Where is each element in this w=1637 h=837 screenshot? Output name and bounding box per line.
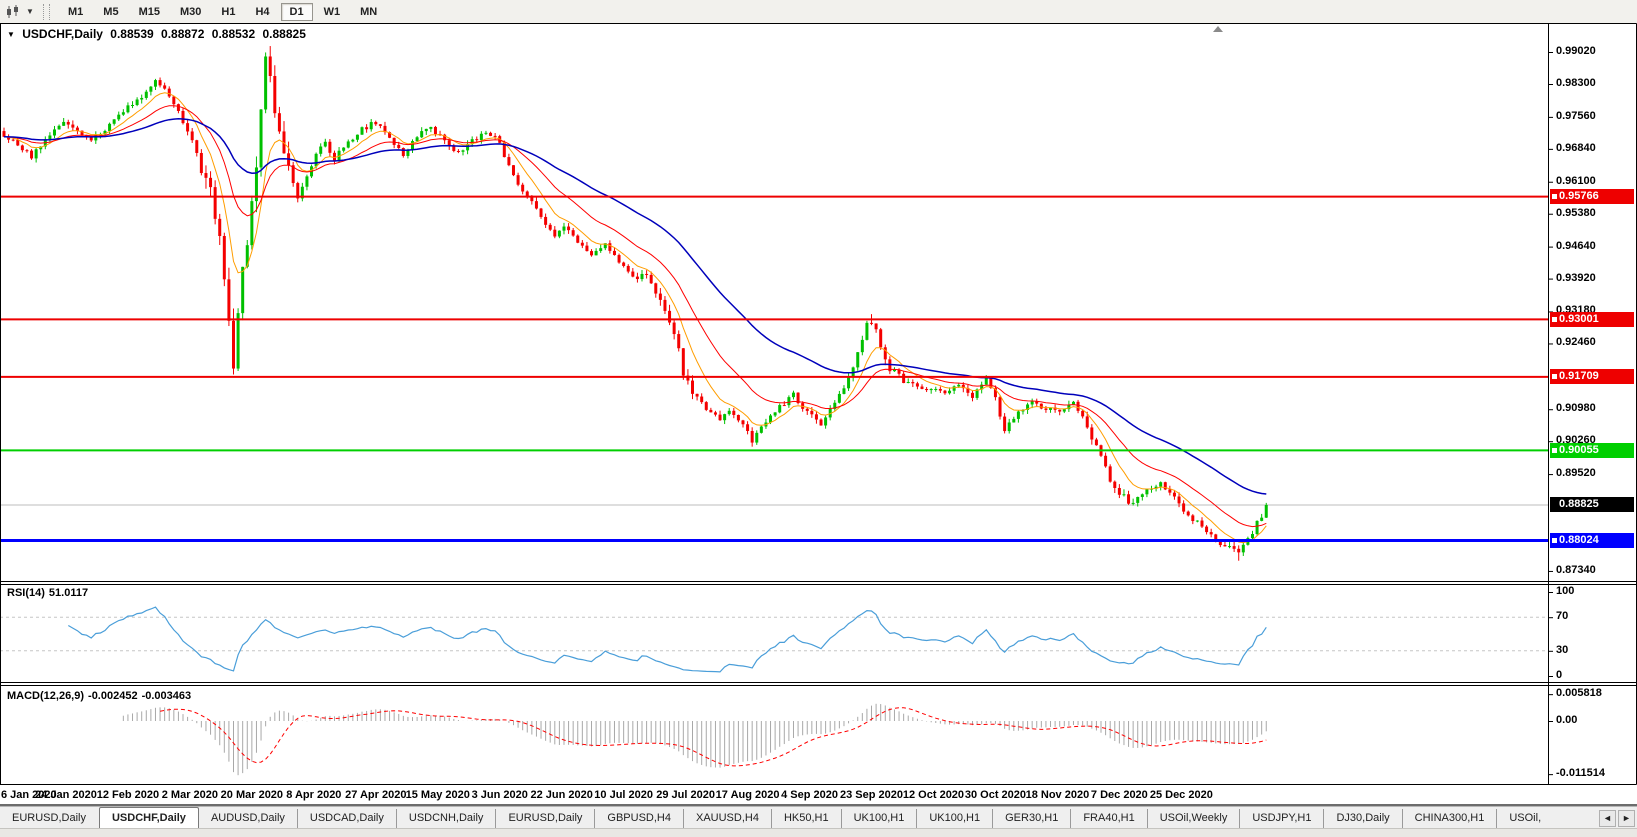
toolbar-grip[interactable] — [43, 3, 50, 20]
date-tick: 10 Jul 2020 — [594, 789, 653, 801]
indicator-tick: 30 — [1556, 643, 1569, 656]
chart-tab-usoil-17[interactable]: USOil, — [1496, 809, 1553, 828]
chart-canvas[interactable] — [0, 0, 1637, 802]
price-tick: 0.94640 — [1556, 239, 1596, 252]
chart-tab-china300-h1-16[interactable]: CHINA300,H1 — [1401, 809, 1497, 828]
ohlc-open: 0.88539 — [110, 27, 154, 41]
timeframe-button-d1[interactable]: D1 — [280, 2, 313, 21]
chart-type-dropdown-caret-icon[interactable]: ▼ — [26, 7, 34, 16]
timeframe-button-w1[interactable]: W1 — [323, 5, 341, 18]
chart-tab-usdcad-daily-3[interactable]: USDCAD,Daily — [296, 809, 396, 828]
price-tick: 0.96840 — [1556, 141, 1596, 154]
chart-tab-usdcnh-daily-4[interactable]: USDCNH,Daily — [395, 809, 496, 828]
chart-title: ▼ USDCHF,Daily 0.88539 0.88872 0.88532 0… — [7, 27, 310, 41]
timeframe-button-m1[interactable]: M1 — [68, 5, 84, 18]
hline-price-label: 0.88024 — [1550, 533, 1634, 549]
date-tick: 24 Jan 2020 — [35, 789, 97, 801]
price-tick: 0.99020 — [1556, 45, 1596, 57]
date-tick: 6 Jan 2020 — [1, 789, 57, 801]
indicator-tick: 0.005818 — [1556, 687, 1602, 700]
chart-tabs: EURUSD,Daily USDCHF,Daily AUDUSD,Daily USDC… — [0, 806, 1637, 828]
date-tick: 30 Oct 2020 — [964, 789, 1027, 801]
tab-scrollbar[interactable] — [0, 828, 1637, 837]
date-tick: 2 Mar 2020 — [161, 789, 219, 801]
date-tick: 29 Jul 2020 — [656, 789, 715, 801]
price-tick: 0.87340 — [1556, 563, 1596, 576]
date-tick: 22 Jun 2020 — [530, 789, 593, 801]
date-tick: 3 Jun 2020 — [471, 789, 528, 801]
chart-tab-uk100-h1-10[interactable]: UK100,H1 — [916, 809, 992, 828]
chart-tab-hk50-h1-8[interactable]: HK50,H1 — [770, 809, 841, 828]
chart-tab-gbpusd-h4-6[interactable]: GBPUSD,H4 — [594, 809, 683, 828]
ohlc-high: 0.88872 — [161, 27, 205, 41]
mdi-divider — [0, 803, 1637, 806]
tab-scroll-arrows: ◄ ► — [1597, 810, 1635, 827]
tab-scroll-right-icon[interactable]: ► — [1618, 810, 1635, 827]
date-tick: 8 Apr 2020 — [286, 789, 342, 801]
timeframe-button-m5[interactable]: M5 — [103, 5, 119, 18]
hline-price-label: 0.91709 — [1550, 369, 1634, 385]
chart-symbol: USDCHF,Daily — [22, 27, 103, 41]
timeframe-button-h4[interactable]: H4 — [255, 5, 270, 18]
price-tick: 0.98300 — [1556, 76, 1596, 89]
chart-shift-marker-icon[interactable] — [1213, 26, 1223, 32]
date-tick: 27 Apr 2020 — [345, 789, 407, 801]
date-tick: 20 Mar 2020 — [220, 789, 284, 801]
timeframe-button-mn[interactable]: MN — [360, 5, 378, 18]
price-tick: 0.95380 — [1556, 206, 1596, 219]
date-tick: 12 Feb 2020 — [96, 789, 160, 801]
chart-tab-ger30-h1-11[interactable]: GER30,H1 — [992, 809, 1070, 828]
ohlc-close: 0.88825 — [262, 27, 306, 41]
indicator-tick: 70 — [1556, 610, 1569, 623]
chart-tab-dj30-daily-15[interactable]: DJ30,Daily — [1323, 809, 1401, 828]
price-tick: 0.97560 — [1556, 109, 1596, 122]
price-tick: 0.92460 — [1556, 336, 1596, 349]
date-tick: 7 Dec 2020 — [1090, 789, 1148, 801]
date-tick: 4 Sep 2020 — [781, 789, 838, 801]
chart-tab-eurusd-daily-0[interactable]: EURUSD,Daily — [12, 812, 86, 824]
timeframe-button-m30[interactable]: M30 — [179, 5, 202, 18]
price-tick: 0.89520 — [1556, 467, 1596, 480]
indicator-tick: 100 — [1556, 585, 1575, 597]
rsi-value: 51.0117 — [48, 587, 89, 599]
chart-tab-uk100-h1-9[interactable]: UK100,H1 — [840, 809, 917, 828]
chart-tab-usdchf-daily-1[interactable]: USDCHF,Daily — [98, 807, 199, 828]
chart-type-icon[interactable] — [3, 3, 23, 21]
tab-scroll-left-icon[interactable]: ◄ — [1599, 810, 1616, 827]
timeframe-button-h1[interactable]: H1 — [221, 5, 236, 18]
quick-menu-caret-icon[interactable]: ▼ — [7, 30, 15, 39]
date-tick: 17 Aug 2020 — [715, 789, 780, 801]
ohlc-low: 0.88532 — [211, 27, 256, 41]
macd-signal-value: -0.003463 — [141, 690, 192, 702]
chart-tab-eurusd-daily-5[interactable]: EURUSD,Daily — [495, 809, 594, 828]
chart-tab-fra40-h1-12[interactable]: FRA40,H1 — [1070, 809, 1146, 828]
chart-tab-audusd-daily-2[interactable]: AUDUSD,Daily — [210, 812, 285, 824]
date-tick: 12 Oct 2020 — [902, 789, 965, 801]
indicator-tick: -0.011514 — [1556, 767, 1605, 780]
chart-tab-xauusd-h4-7[interactable]: XAUUSD,H4 — [682, 809, 771, 828]
date-tick: 18 Nov 2020 — [1025, 789, 1090, 801]
hline-price-label: 0.95766 — [1550, 189, 1634, 205]
macd-label: MACD(12,26,9) -0.002452 -0.003463 — [7, 690, 192, 702]
price-tick: 0.90980 — [1556, 402, 1596, 415]
hline-price-label: 0.90055 — [1550, 442, 1634, 458]
chart-tab-usoil-weekly-13[interactable]: USOil,Weekly — [1146, 809, 1240, 828]
date-tick: 25 Dec 2020 — [1149, 789, 1213, 801]
date-tick: 15 May 2020 — [405, 789, 470, 801]
macd-main-value: -0.002452 — [88, 690, 138, 702]
indicator-tick: 0.00 — [1556, 714, 1578, 726]
timeframe-buttons: M1 M5 M15 M30 H1 H4 D1 W1 MN — [58, 2, 387, 21]
rsi-label: RSI(14) 51.0117 — [7, 587, 89, 599]
hline-price-label: 0.93001 — [1550, 311, 1634, 327]
price-tick: 0.93920 — [1556, 271, 1596, 284]
timeframe-button-m15[interactable]: M15 — [138, 5, 160, 18]
indicator-tick: 0 — [1556, 669, 1563, 681]
chart-tab-usdjpy-h1-14[interactable]: USDJPY,H1 — [1239, 809, 1323, 828]
current-price-label: 0.88825 — [1550, 497, 1634, 513]
price-tick: 0.96100 — [1556, 174, 1596, 187]
date-tick: 23 Sep 2020 — [840, 789, 903, 801]
